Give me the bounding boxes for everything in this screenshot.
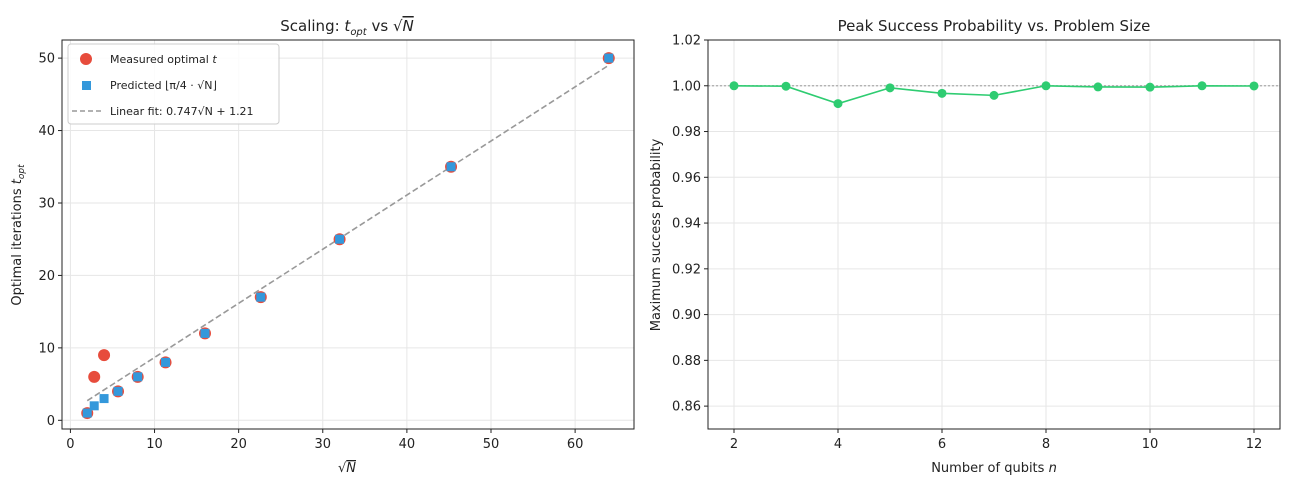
chart-1-grid	[62, 40, 634, 429]
y-tick-label: 0.86	[672, 400, 701, 415]
legend-label-measured: Measured optimal t	[110, 53, 217, 66]
success-point	[729, 81, 739, 91]
x-tick-label: 10	[146, 437, 163, 452]
success-point	[781, 81, 791, 91]
x-tick-label: 40	[399, 437, 416, 452]
x-tick-label: 2	[730, 437, 738, 452]
predicted-point	[446, 162, 456, 172]
chart-1-frame	[61, 39, 635, 430]
legend-label-predicted: Predicted ⌊π/4 · √N⌋	[110, 79, 217, 92]
y-tick-label: 0.90	[672, 308, 701, 323]
linear-fit-line	[86, 64, 610, 402]
y-tick-label: 0.92	[672, 262, 701, 277]
chart-2-frame	[707, 39, 1281, 430]
y-tick-label: 0.88	[672, 354, 701, 369]
measured-point	[88, 370, 101, 383]
x-tick-label: 50	[483, 437, 500, 452]
x-tick-label: 6	[938, 437, 946, 452]
y-tick-label: 20	[38, 269, 55, 284]
chart-2-marks	[708, 81, 1280, 109]
y-tick-label: 0.94	[672, 217, 701, 232]
chart-1-ticks: 0 10 20 30 40 50 60 0 10 20 30 40 50	[38, 52, 583, 452]
y-tick-label: 1.00	[672, 79, 701, 94]
predicted-point	[161, 357, 171, 367]
x-tick-label: 12	[1246, 437, 1263, 452]
success-point	[833, 99, 843, 109]
success-probability-chart: Peak Success Probability vs. Problem Siz…	[649, 17, 1281, 476]
y-tick-label: 0	[47, 414, 55, 429]
chart-1-xlabel: √N	[338, 461, 356, 476]
y-tick-label: 10	[38, 341, 55, 356]
x-tick-label: 8	[1042, 437, 1050, 452]
chart-2-ylabel: Maximum success probability	[649, 138, 664, 331]
y-tick-label: 30	[38, 196, 55, 211]
success-point	[1197, 81, 1207, 91]
x-tick-label: 4	[834, 437, 842, 452]
y-tick-label: 50	[38, 52, 55, 67]
predicted-point	[82, 408, 92, 418]
y-tick-label: 0.98	[672, 125, 701, 140]
predicted-point	[133, 372, 143, 382]
chart-2-ticks: 2 4 6 8 10 12 0.86 0.88 0.90 0.92 0.94 0.96 0.98 1.00…	[672, 34, 1262, 453]
chart-1-marks	[81, 52, 615, 420]
success-point	[1093, 82, 1103, 92]
x-tick-label: 0	[66, 437, 74, 452]
x-tick-label: 20	[230, 437, 247, 452]
predicted-point	[113, 386, 123, 396]
legend-marker-measured	[80, 53, 92, 65]
success-point	[885, 83, 895, 93]
y-tick-label: 40	[38, 124, 55, 139]
predicted-point	[604, 53, 614, 63]
success-point	[1145, 82, 1155, 92]
success-point	[937, 88, 947, 98]
predicted-point	[89, 401, 99, 411]
legend-marker-predicted	[82, 81, 91, 90]
legend-box	[67, 43, 280, 125]
chart-2-title: Peak Success Probability vs. Problem Siz…	[838, 17, 1151, 35]
success-point	[989, 90, 999, 100]
legend-label-fit: Linear fit: 0.747√N + 1.21	[110, 105, 254, 118]
chart-1-title: Scaling: topt vs √N	[280, 17, 413, 38]
chart-2-xlabel: Number of qubits n	[931, 461, 1057, 476]
x-tick-label: 60	[567, 437, 584, 452]
predicted-point	[99, 394, 109, 404]
y-tick-label: 0.96	[672, 171, 701, 186]
x-tick-label: 30	[314, 437, 331, 452]
measured-point	[98, 349, 111, 362]
y-tick-label: 1.02	[672, 34, 701, 49]
success-point	[1249, 81, 1259, 91]
x-tick-label: 10	[1142, 437, 1159, 452]
success-point	[1041, 81, 1051, 91]
predicted-point	[335, 234, 345, 244]
predicted-point	[200, 328, 210, 338]
predicted-point	[256, 292, 266, 302]
scaling-chart: Scaling: topt vs √N 0 10 20 30 40 50 60 0 10 20 30…	[10, 17, 635, 476]
chart-1-ylabel: Optimal iterations topt	[10, 164, 27, 306]
chart-1-legend: Measured optimal t Predicted ⌊π/4 · √N⌋ …	[67, 43, 280, 125]
